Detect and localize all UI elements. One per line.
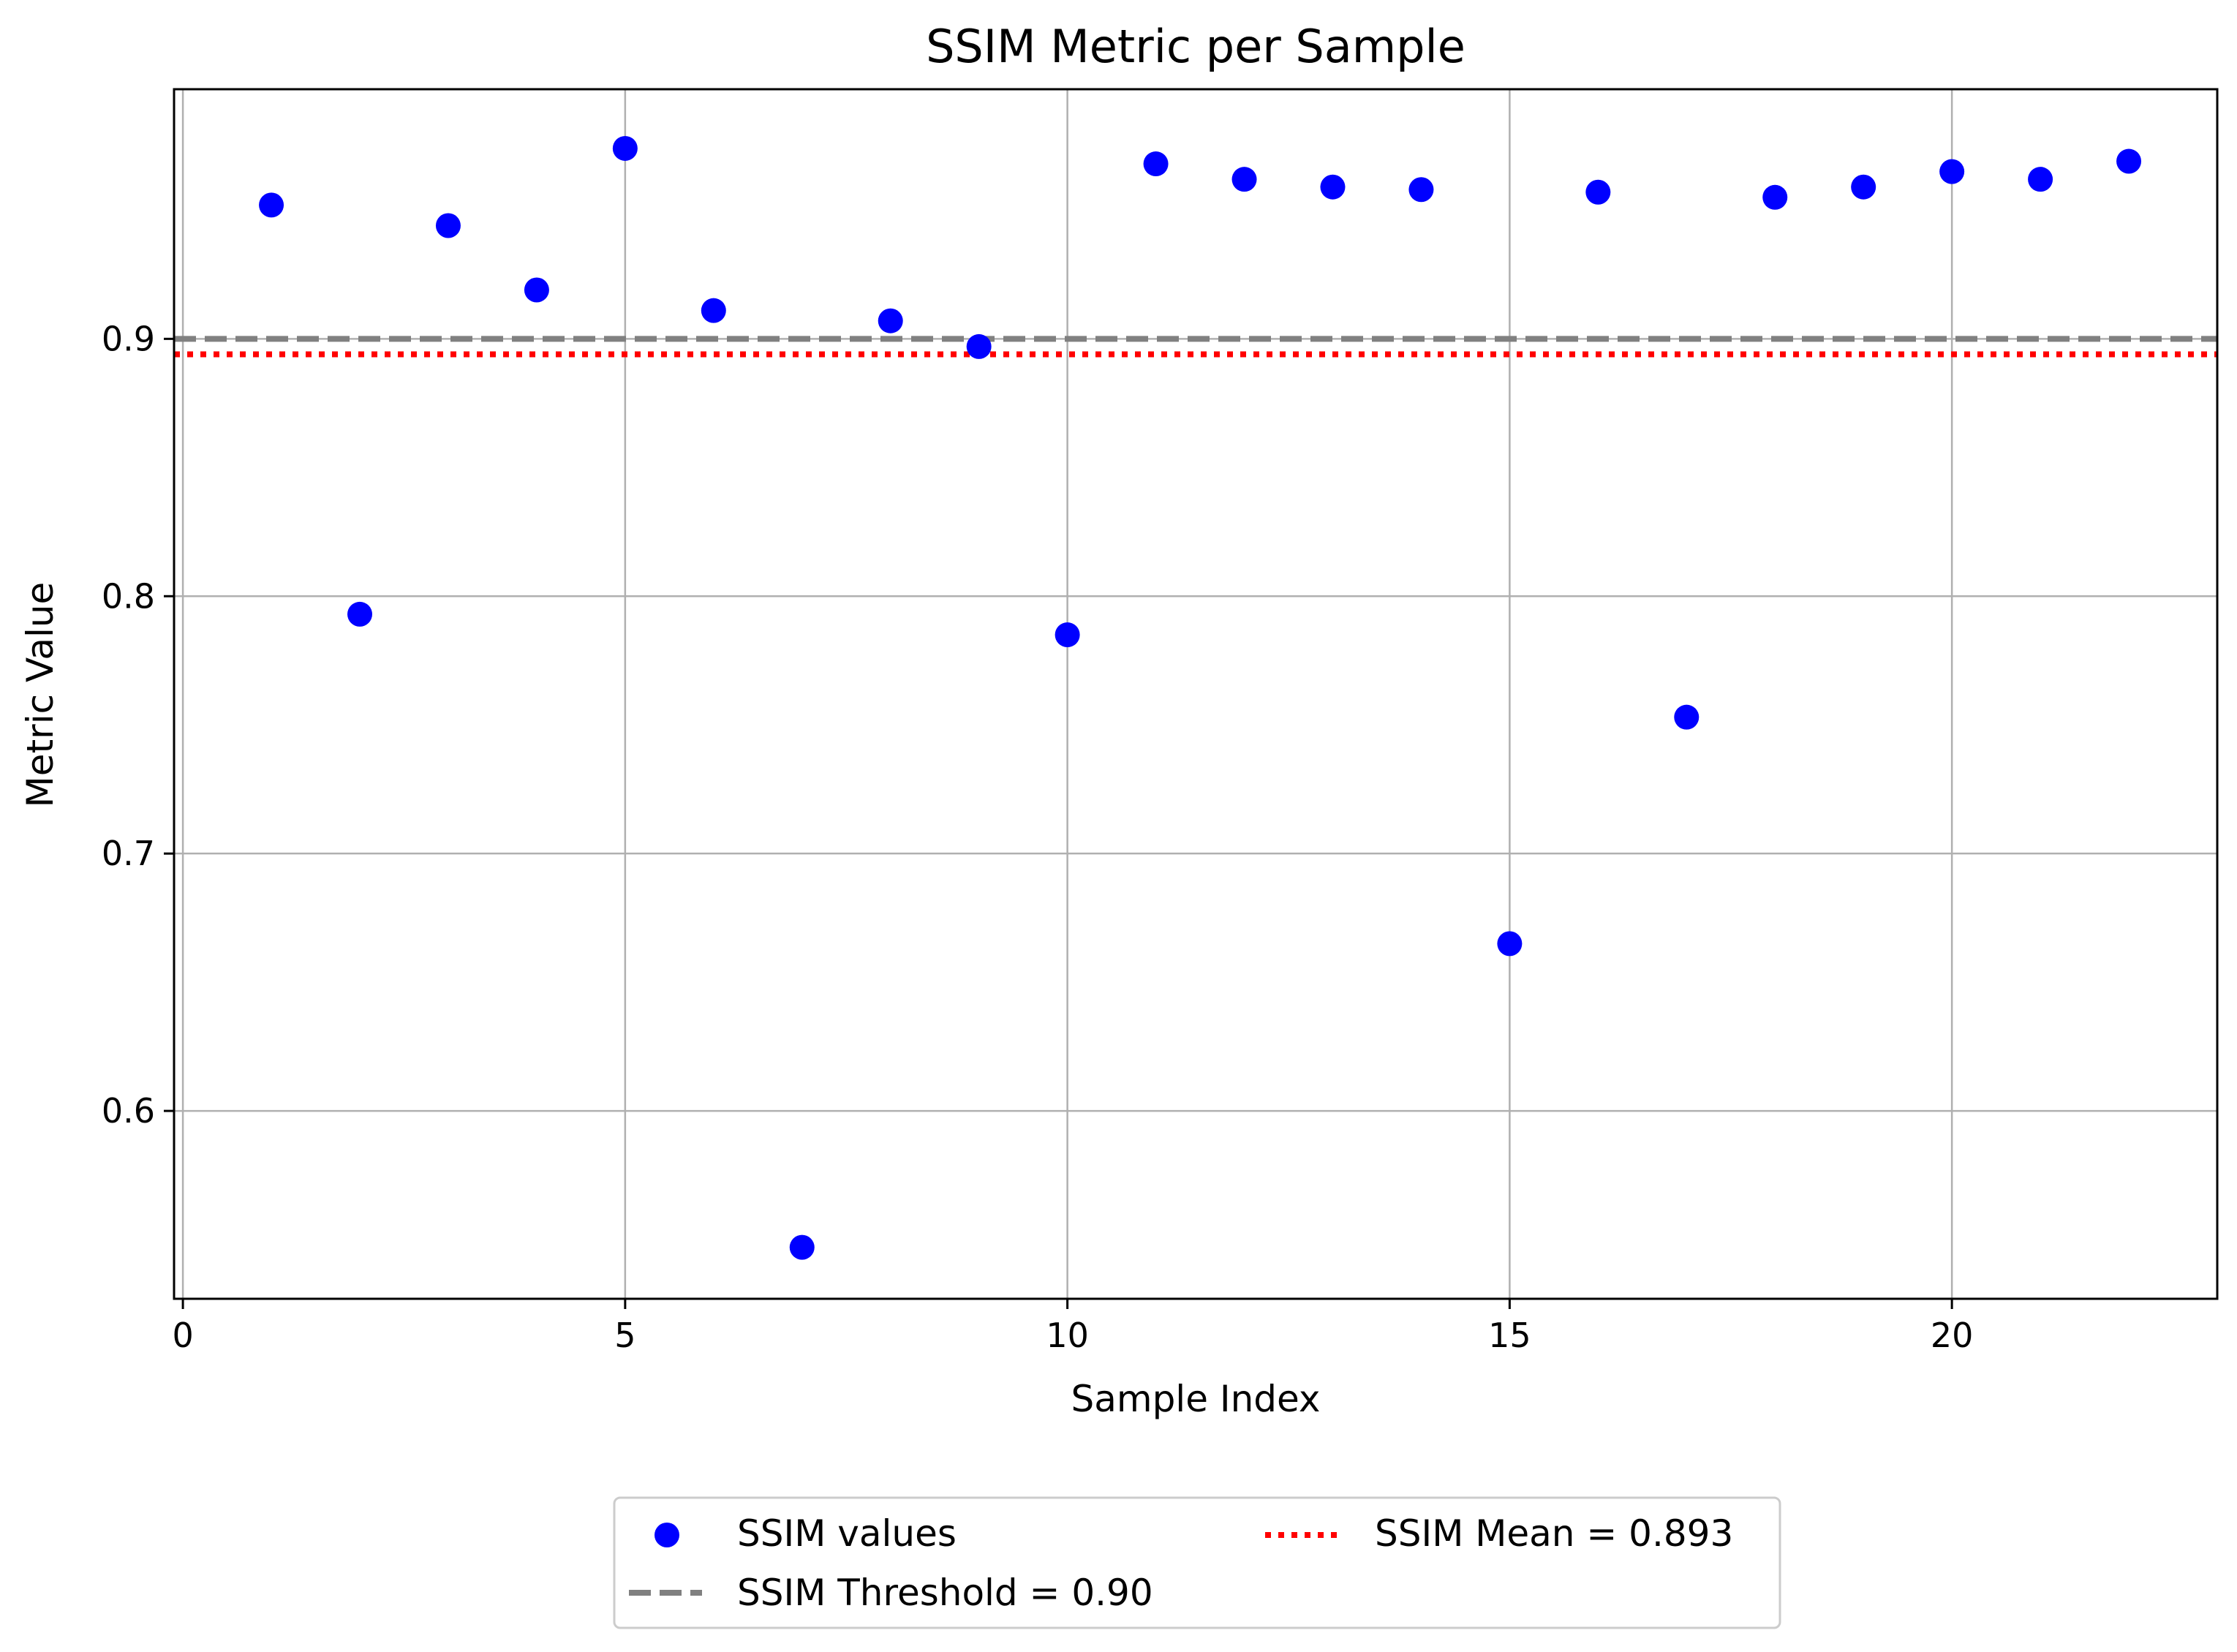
legend-label-mean: SSIM Mean = 0.893	[1375, 1512, 1733, 1555]
data-point	[1585, 179, 1611, 205]
data-point	[1408, 177, 1434, 203]
y-axis-ticks: 0.6 0.7 0.8 0.9	[102, 319, 174, 1131]
data-point	[2028, 167, 2053, 192]
y-tick-label: 0.9	[102, 319, 155, 358]
data-point	[701, 298, 726, 323]
data-point	[1055, 622, 1080, 648]
y-tick-label: 0.8	[102, 576, 155, 616]
data-point	[1497, 931, 1523, 957]
data-point	[524, 277, 549, 303]
y-tick-label: 0.7	[102, 834, 155, 873]
data-point	[1231, 167, 1257, 192]
data-point	[966, 333, 992, 359]
data-point	[1320, 174, 1346, 200]
legend-label-threshold: SSIM Threshold = 0.90	[737, 1572, 1153, 1614]
legend-marker-ssim-values	[654, 1523, 679, 1547]
data-point	[2116, 148, 2142, 174]
legend: SSIM values SSIM Threshold = 0.90 SSIM M…	[613, 1496, 1781, 1629]
data-point	[1939, 159, 1965, 184]
x-tick-label: 15	[1488, 1316, 1531, 1355]
data-point	[435, 213, 461, 238]
data-point	[259, 192, 284, 218]
data-point	[1674, 704, 1700, 730]
data-points	[259, 135, 2142, 1260]
x-tick-label: 5	[614, 1316, 635, 1355]
data-point	[1762, 184, 1788, 210]
x-axis-label: Sample Index	[1071, 1378, 1320, 1420]
legend-label-ssim-values: SSIM values	[737, 1512, 957, 1555]
plot-frame	[173, 88, 2219, 1300]
data-point	[1143, 151, 1169, 177]
x-tick-label: 0	[172, 1316, 193, 1355]
data-point	[347, 601, 372, 627]
x-tick-label: 10	[1046, 1316, 1089, 1355]
data-point	[878, 308, 903, 333]
x-axis-ticks: 0 5 10 15 20	[172, 1299, 1973, 1355]
chart-title: SSIM Metric per Sample	[926, 20, 1465, 73]
legend-box	[613, 1496, 1781, 1629]
data-point	[612, 135, 638, 161]
y-axis-label: Metric Value	[19, 582, 61, 808]
reference-lines	[174, 336, 2217, 358]
data-point	[789, 1234, 815, 1260]
y-tick-label: 0.6	[102, 1091, 155, 1131]
x-tick-label: 20	[1931, 1316, 1974, 1355]
data-point	[1851, 174, 1876, 200]
